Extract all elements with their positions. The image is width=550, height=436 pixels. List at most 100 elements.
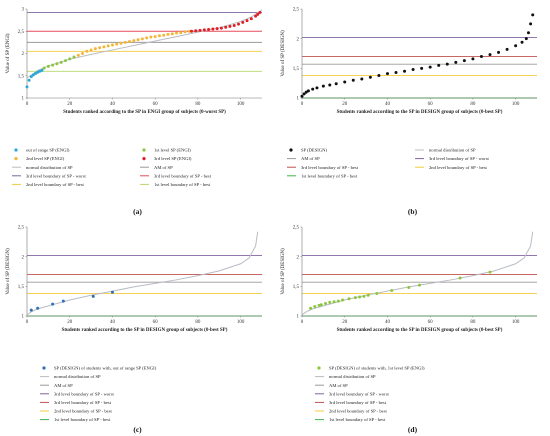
data-point [526,31,530,35]
data-point [306,89,310,93]
data-point [420,66,424,70]
data-point [428,65,432,69]
data-point [256,12,260,16]
x-tick-label: 0 [26,320,29,325]
data-point [328,300,332,304]
data-point [166,32,170,36]
data-point [153,35,157,39]
data-point [315,86,319,90]
chart-svg-a: 0 20 40 60 80 100 1 1,5 2 2,5 3 Students ranked acc… [6,8,263,216]
x-tick-label: 60 [153,102,159,107]
y-tick-label: 1 [297,315,300,320]
data-point [219,26,223,30]
data-point [27,78,31,82]
legend-label: 2nd level boundary of SP - best [329,409,387,414]
y-axis-label: Value of SP (DESIGN) [281,30,286,77]
series-1 [309,270,492,310]
legend-label: 3rd level boundary of SP - best [301,165,359,170]
data-point [232,23,236,27]
data-point [85,49,89,53]
data-point [319,303,323,307]
legend-label: AM of SP [154,165,173,170]
x-tick-label: 60 [428,320,434,325]
data-point [72,55,76,59]
series-2 [42,55,76,70]
y-tick-label: 2 [297,255,300,260]
data-point [119,41,123,45]
x-tick-label: 80 [470,102,476,107]
data-point [385,72,389,76]
x-tick-label: 60 [153,320,159,325]
legend-label: 1st level boundary of SP - best [301,173,358,178]
legend-label: normal distribution of SP [329,374,376,379]
data-point [202,28,206,32]
data-point [136,38,140,42]
x-tick-label: 0 [301,102,304,107]
data-point [215,27,219,31]
y-tick-label: 2 [22,255,25,260]
data-point [68,57,72,61]
y-tick-label: 1 [22,97,25,102]
x-tick-label: 20 [342,102,348,107]
y-tick-label: 2,5 [18,30,25,35]
series-1 [25,68,44,89]
chart-svg-b: 0 20 40 60 80 100 1 1,5 2 2,5 Students ranked acco… [281,8,537,216]
chart-panel-d: 0 20 40 60 80 100 1 1,5 2 2,5 Students ranked acco… [275,218,550,436]
data-point [324,302,327,306]
legend-label: 3rd level boundary of SP - worst [429,156,490,161]
data-point [61,299,65,303]
data-point [187,29,191,33]
normal-distribution-curve [26,9,263,79]
x-tick-label: 100 [512,102,520,107]
data-point [520,40,524,44]
data-point [454,60,458,64]
y-tick-label: 1,5 [18,285,25,290]
legend-item: 1st level SP (ENGI) [142,148,191,153]
data-point [411,68,415,72]
x-tick-label: 40 [110,102,116,107]
data-point [362,294,366,298]
y-tick-label: 3 [22,8,25,13]
legend-item: 3rd level boundary of SP - best [40,400,112,405]
legend-label: 3rd level boundary of SP - best [54,400,112,405]
legend-item: normal distribution of SP [315,374,376,379]
legend-label: AM of SP [329,383,348,388]
data-point [332,300,336,304]
legend-item: AM of SP [140,165,173,170]
data-point [366,293,370,297]
chart-panel-a: 0 20 40 60 80 100 1 1,5 2 2,5 3 Students ranked acc… [0,0,275,218]
x-tick-label: 20 [67,320,73,325]
legend-label: SP (DESIGN) of students with, 1st level … [329,366,425,372]
data-point [403,69,407,73]
x-tick-label: 40 [110,320,116,325]
data-point [198,28,202,32]
y-tick-label: 1,5 [293,67,300,72]
data-point [309,306,313,310]
data-point [115,42,119,46]
data-point [336,299,340,303]
data-point [63,59,67,63]
legend-item: 2nd level boundary of SP - best [315,409,387,414]
y-tick-label: 2,5 [293,8,300,13]
data-point [445,62,449,66]
data-point [46,64,50,68]
legend-item: 3rd level boundary of SP - worst [315,391,390,396]
legend-marker [142,157,146,161]
data-point [347,297,351,301]
legend-label: 3rd level boundary of SP - best [329,400,387,405]
data-point [110,290,114,294]
legend-item: SP (DESIGN) [289,148,327,153]
legend-item: 3rd level SP (ENGI) [142,156,192,161]
panel-label: (b) [408,207,418,216]
legend-item: SP (DESIGN) of students with, 1st level … [317,366,425,372]
data-point [170,32,174,36]
data-point [59,60,63,64]
data-point [407,286,411,290]
data-point [211,27,215,31]
legend-item: 1st level boundary of SP - best [40,417,111,422]
data-point [334,82,338,86]
x-axis-label: Students ranked according to the SP in D… [62,328,228,333]
data-point [128,39,132,43]
data-point [462,59,466,63]
data-point [140,37,144,41]
